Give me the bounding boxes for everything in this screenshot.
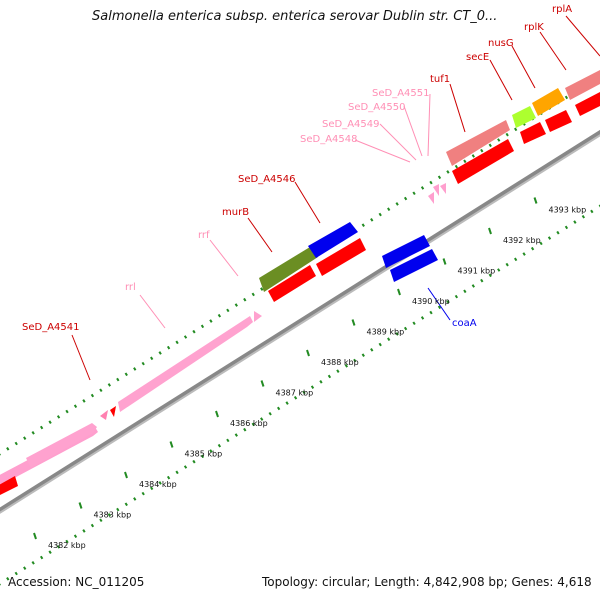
scale-labels: 4382 kbp 4383 kbp 4384 kbp 4385 kbp 4386 kbp… [48,206,586,551]
scale-label: 4390 kbp [412,297,450,306]
SeD_A4546-feature[interactable] [308,222,358,258]
features-forward [0,70,600,486]
label-SeD_A4541[interactable]: SeD_A4541 [22,322,80,333]
label-SeD_A4549[interactable]: SeD_A4549 [322,119,380,130]
label-lines [71,15,600,381]
scale-major-tick [351,319,356,326]
scale-label: 4393 kbp [549,206,587,215]
scale-major-tick [442,258,447,265]
rrl-feature[interactable] [26,423,97,468]
scale-label: 4384 kbp [139,480,177,489]
label-secE[interactable]: secE [466,52,489,63]
features-reverse [0,92,600,500]
scale-major-tick [33,532,37,540]
trna-feature[interactable] [100,410,108,420]
scale-label: 4392 kbp [503,236,541,245]
trna-feature[interactable] [254,311,262,322]
scale-major-tick [488,227,492,235]
label-SeD_A4550[interactable]: SeD_A4550 [348,102,406,113]
trna-feature[interactable] [110,406,116,417]
scale-major-tick [169,441,174,448]
label-coaA[interactable]: coaA [452,318,477,329]
label-nusG[interactable]: nusG [488,38,514,49]
scale-major-tick [78,502,83,509]
cds-feature[interactable] [452,139,514,184]
scale-label: 4387 kbp [276,389,314,398]
gene-labels: SeD_A4541 rrl rrf murB SeD_A4546 SeD_A45… [22,4,572,333]
scale-label: 4389 kbp [367,328,405,337]
label-SeD_A4548[interactable]: SeD_A4548 [300,134,358,145]
scale-label: 4388 kbp [321,358,359,367]
accession-text: Accession: NC_011205 [8,575,145,589]
label-tuf1[interactable]: tuf1 [430,74,450,85]
scale-major-tick [306,349,310,357]
outer-tick-ring [0,74,600,456]
scale-tick-ring [0,204,600,586]
scale-major-tick [215,410,219,418]
scale-major-tick [397,288,401,296]
murB-feature[interactable] [259,247,318,292]
cds-feature[interactable] [316,238,366,276]
secE-feature[interactable] [532,88,565,116]
trna-feature[interactable] [428,192,434,204]
backbone [0,129,600,514]
label-SeD_A4546[interactable]: SeD_A4546 [238,174,296,185]
scale-label: 4391 kbp [458,267,496,276]
label-rrl[interactable]: rrl [125,282,136,293]
map-title: Salmonella enterica subsp. enterica sero… [92,9,498,24]
nusG-feature[interactable] [512,106,536,128]
cds-feature[interactable] [0,476,18,500]
scale-major-tick [260,380,265,387]
trna-feature[interactable] [440,183,446,194]
scale-label: 4386 kbp [230,419,268,428]
label-murB[interactable]: murB [222,207,249,218]
cds-feature[interactable] [545,110,572,132]
label-SeD_A4551[interactable]: SeD_A4551 [372,88,430,99]
tuf1-feature[interactable] [446,120,510,166]
scale-label: 4383 kbp [94,511,132,520]
coaA-feature[interactable] [382,235,430,268]
rrl-long-feature[interactable] [118,316,253,412]
trna-feature[interactable] [433,184,439,196]
coaA-feature[interactable] [390,249,438,282]
cds-feature[interactable] [575,92,600,116]
scale-major-tick [533,197,538,204]
label-rplK[interactable]: rplK [524,22,544,33]
cds-feature[interactable] [268,265,316,302]
scale-major-tick [124,471,128,479]
label-rplA[interactable]: rplA [552,4,572,15]
cds-feature[interactable] [520,122,546,144]
scale-ticks [33,197,538,540]
label-rrf[interactable]: rrf [198,230,210,241]
genome-info-text: Topology: circular; Length: 4,842,908 bp… [262,575,592,589]
scale-label: 4382 kbp [48,541,86,550]
rplK-feature[interactable] [565,70,600,100]
scale-label: 4385 kbp [185,450,223,459]
